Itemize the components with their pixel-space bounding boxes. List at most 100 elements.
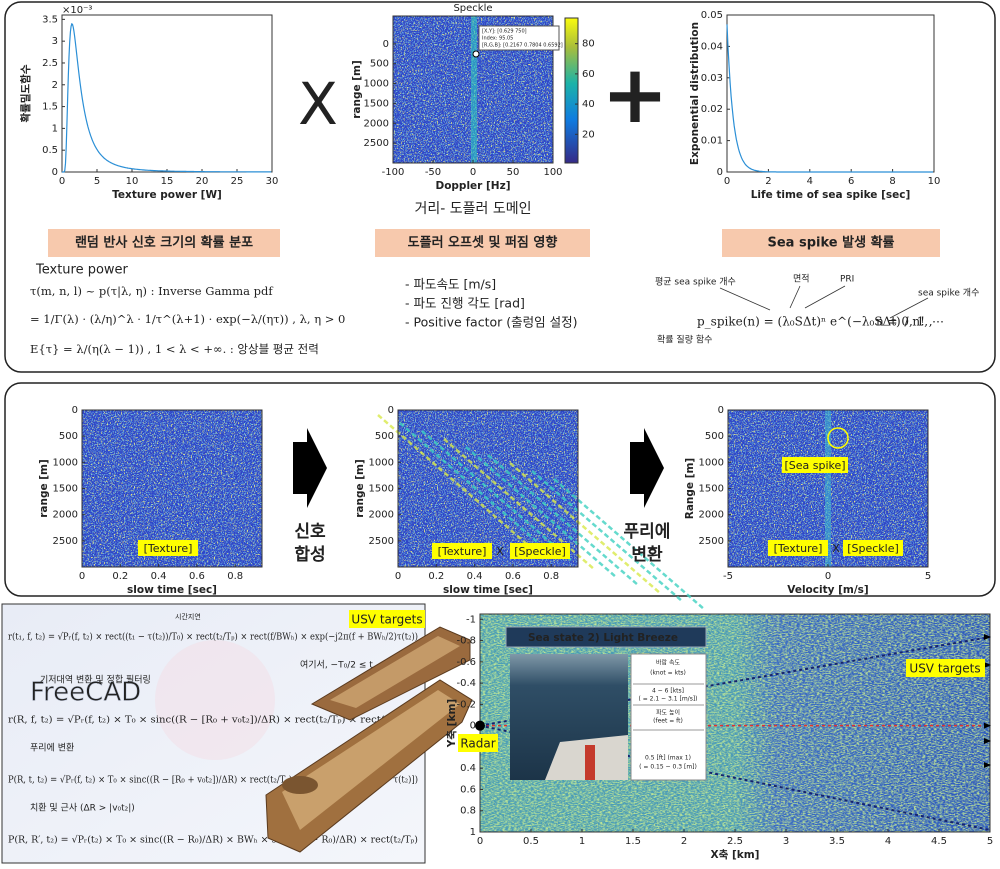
equation: r(R, f, t₂) = √Pᵣ(f, t₂) × T₀ × sinc((R … xyxy=(8,715,418,726)
table-cell: (feet = ft) xyxy=(653,718,683,725)
delay-note: 시간지연 xyxy=(175,612,201,621)
heatmap-speckle xyxy=(398,410,578,567)
usv-label: USV targets xyxy=(351,613,422,627)
y-tick-label: 0.04 xyxy=(701,41,723,52)
top-panel xyxy=(4,1,996,373)
x-axis-label: Velocity [m/s] xyxy=(787,584,868,596)
x-tick-label: 10 xyxy=(928,176,941,187)
y-tick-label: 1 xyxy=(52,123,58,134)
y-tick-label: 1000 xyxy=(364,79,389,90)
x-tick-label: 5 xyxy=(925,571,931,582)
x-tick-label: -5 xyxy=(723,571,733,582)
y-tick-label: 0.03 xyxy=(701,73,723,84)
x-tick-label: 0.5 xyxy=(523,836,539,847)
y-tick-label: 1500 xyxy=(53,484,78,495)
table-cell: 4 ~ 6 [kts] xyxy=(652,688,684,695)
flow-arrow xyxy=(293,428,327,508)
equation: r(t₁, f, t₂) = √Pᵣ(f, t₂) × rect((t₁ − τ… xyxy=(8,632,418,643)
y-tick-label: 2500 xyxy=(364,138,389,149)
target-marker xyxy=(984,722,991,729)
spike-marker xyxy=(827,427,849,449)
streak xyxy=(553,478,705,610)
tag: [Speckle] xyxy=(514,545,566,558)
table-cell: ( = 2.1 ~ 3.1 [m/s]) xyxy=(638,696,697,703)
y-tick-label: 0.01 xyxy=(701,136,723,147)
usv-label-box xyxy=(906,659,985,677)
step-label: 치환 및 근사 (ΔR > |v₀t₂|) xyxy=(30,802,135,814)
y-tick-label: 0 xyxy=(717,167,723,178)
caption-box xyxy=(48,229,280,257)
y-tick-label: 2500 xyxy=(53,536,78,547)
boat-deck xyxy=(330,636,460,708)
x-tick-label: 8 xyxy=(889,176,895,187)
exponent: ×10⁻³ xyxy=(62,5,92,16)
y-tick-label: 0 xyxy=(718,405,724,416)
x-tick-label: -100 xyxy=(382,167,405,178)
x-tick-label: 0.2 xyxy=(428,571,444,582)
equation: P(R, t, t₂) = √Pᵣ(f, t₂) × T₀ × sinc((R … xyxy=(8,775,418,786)
y-tick-label: 2000 xyxy=(699,510,724,521)
tag: [Speckle] xyxy=(847,542,899,555)
formula-line: E{τ} = λ/(η(λ − 1)) , 1 < λ < +∞. : 앙상블 … xyxy=(30,342,319,356)
tag-box xyxy=(510,543,570,559)
x-tick-label: 2 xyxy=(765,176,771,187)
flow-arrow xyxy=(630,428,664,508)
arrow-label: 신호 xyxy=(294,522,326,542)
arrow-label: 변환 xyxy=(631,545,663,565)
annotation: 평균 sea spike 개수 xyxy=(655,277,736,288)
text-line: Texture power xyxy=(35,263,129,278)
target-marker xyxy=(984,762,991,768)
tag: [Texture] xyxy=(774,542,823,555)
table-cell: (knot = kts) xyxy=(650,670,686,677)
table-cell: ( = 0.15 ~ 0.3 [m]) xyxy=(639,764,697,771)
caption-box xyxy=(722,229,940,257)
y-axis-label: Range [m] xyxy=(684,458,696,519)
tag-box xyxy=(768,540,828,556)
datatip-line: [R,G,B]: [0.2167 0.7804 0.6592] xyxy=(482,43,563,49)
caption-box xyxy=(375,229,590,257)
y-tick-label: -0.4 xyxy=(456,678,476,689)
y-tick-label: -0.2 xyxy=(456,699,476,710)
y-tick-label: 0 xyxy=(388,405,394,416)
y-tick-label: 2500 xyxy=(369,536,394,547)
y-tick-label: 1000 xyxy=(699,457,724,468)
x-tick-label: 3 xyxy=(783,836,789,847)
radar-label-box xyxy=(458,734,498,752)
streak xyxy=(399,422,551,554)
caption: 거리- 도플러 도메인 xyxy=(415,201,532,217)
exp-curve xyxy=(726,24,933,173)
x-axis-label: X축 [km] xyxy=(711,848,760,861)
caption-label: 도플러 오프셋 및 퍼짐 영향 xyxy=(408,235,558,251)
note: 여기서, −T₀/2 ≤ t xyxy=(300,659,373,671)
tag-box xyxy=(138,540,198,556)
x-tick-label: 0 xyxy=(79,571,85,582)
x-tick-label: 10 xyxy=(126,176,139,187)
y-tick-label: 1000 xyxy=(53,457,78,468)
x-tick-label: 1 xyxy=(579,836,585,847)
target-marker xyxy=(984,634,991,640)
colorbar-label: 80 xyxy=(582,39,595,50)
annotation: 면적 xyxy=(793,273,810,285)
tag-x: X xyxy=(832,542,840,555)
x-axis-label: Life time of sea spike [sec] xyxy=(751,189,911,201)
x-tick-label: 4 xyxy=(885,836,891,847)
table-cell: 바람 속도 xyxy=(656,659,680,667)
table-cell: 0.5 [ft] (max 1) xyxy=(645,755,691,762)
tag-box xyxy=(432,543,492,559)
formula-line: = 1/Γ(λ) · (λ/η)^λ · 1/τ^(λ+1) · exp(−λ/… xyxy=(30,312,345,326)
y-tick-label: 500 xyxy=(370,59,389,70)
streak xyxy=(531,470,683,602)
y-tick-label: 1000 xyxy=(369,457,394,468)
x-tick-label: 0 xyxy=(477,836,483,847)
y-tick-label: 2000 xyxy=(369,510,394,521)
y-tick-label: 0.5 xyxy=(42,145,58,156)
plus-sign: + xyxy=(601,48,668,141)
x-tick-label: 3.5 xyxy=(829,836,845,847)
datatip-marker xyxy=(472,50,480,58)
x-tick-label: 100 xyxy=(543,167,562,178)
y-tick-label: 0.6 xyxy=(460,784,476,795)
y-tick-label: 3 xyxy=(52,36,58,47)
y-tick-label: 0.8 xyxy=(460,806,476,817)
pointer xyxy=(719,287,771,311)
step-label: 기저대역 변환 및 정합 필터링 xyxy=(40,674,151,686)
